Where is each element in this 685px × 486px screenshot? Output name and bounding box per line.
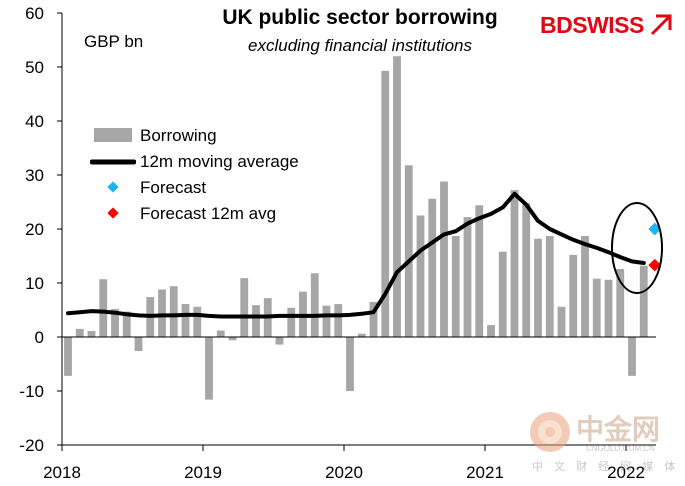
bar-2020-09 (440, 181, 448, 337)
brand-logo: BDSWISS (540, 12, 644, 38)
bar-2021-01 (487, 325, 495, 337)
bar-2021-04 (522, 203, 531, 337)
watermark-en: CNGOLD.COM.CN (586, 444, 655, 453)
bar-2020-05 (393, 56, 401, 337)
x-tick-label: 2018 (43, 463, 81, 482)
bar-2021-08 (569, 254, 578, 337)
bar-2020-07 (416, 215, 425, 337)
legend-label: 12m moving average (140, 152, 299, 171)
bar-2019-10 (310, 273, 319, 337)
line-swatch-icon (90, 159, 136, 165)
y-tick-label: 30 (25, 166, 44, 185)
bar-2018-07 (134, 337, 143, 352)
bar-2019-08 (287, 307, 296, 337)
bar-2020-08 (428, 198, 437, 337)
bar-2020-12 (475, 205, 484, 337)
legend-label: Forecast 12m avg (140, 204, 277, 223)
bar-swatch-icon (94, 128, 132, 142)
bar-2018-04 (99, 279, 108, 337)
bar-2020-04 (381, 70, 390, 337)
bar-2020-03 (369, 301, 378, 337)
bar-2018-10 (169, 286, 178, 337)
unit-label: GBP bn (84, 32, 144, 51)
bar-2019-04 (240, 278, 249, 337)
watermark: 中金网 CNGOLD.COM.CN 中 文 财 经 网 媒 体 (528, 410, 675, 473)
bar-2020-11 (463, 217, 472, 337)
legend-label: Forecast (140, 178, 207, 197)
bar-2021-12 (616, 268, 625, 337)
bar-2019-11 (322, 305, 331, 337)
diamond-blue-icon (107, 181, 119, 193)
bar-2018-12 (193, 306, 202, 337)
y-tick-label: 40 (25, 112, 44, 131)
bar-2021-09 (581, 236, 589, 337)
y-axis: -20 -10 0 10 20 30 40 50 60 (19, 4, 63, 455)
bar-2018-02 (75, 328, 84, 337)
x-tick-label: 2020 (325, 463, 363, 482)
bar-2020-10 (451, 236, 460, 337)
bar-2020-02 (357, 333, 366, 337)
bar-2019-01 (205, 337, 213, 400)
bar-2021-07 (557, 306, 566, 337)
y-tick-label: 10 (25, 274, 44, 293)
bar-2020-06 (404, 165, 413, 337)
bar-2021-06 (545, 236, 554, 337)
watermark-sub: 中 文 财 经 网 媒 体 (532, 461, 680, 473)
y-tick-label: 50 (25, 58, 44, 77)
y-tick-label: 0 (35, 328, 44, 347)
bar-2021-03 (510, 190, 519, 337)
bar-2018-06 (122, 311, 131, 337)
bar-2019-07 (275, 337, 284, 345)
bar-2018-03 (87, 331, 96, 337)
ma-polyline (66, 191, 646, 319)
chart-subtitle: excluding financial institutions (248, 36, 472, 55)
bar-2020-01 (346, 337, 354, 391)
bar-2022-01 (628, 337, 636, 376)
y-tick-label: -20 (19, 436, 44, 455)
moving-average-line (66, 191, 646, 319)
bar-2018-09 (158, 289, 166, 337)
forecast-highlight-ellipse (611, 202, 663, 294)
watermark-logo-icon (530, 412, 570, 452)
borrowing-bars (64, 56, 648, 400)
y-tick-label: 20 (25, 220, 44, 239)
bar-2018-05 (111, 308, 119, 337)
bar-2018-01 (64, 337, 72, 376)
bar-2022-02 (639, 265, 648, 337)
bar-2019-03 (228, 337, 237, 341)
diamond-red-icon (107, 207, 119, 219)
legend-label: Borrowing (140, 126, 217, 145)
bar-2019-02 (216, 330, 225, 337)
bar-2019-05 (252, 305, 260, 337)
x-tick-label: 2019 (184, 463, 222, 482)
bar-2021-11 (604, 279, 613, 337)
x-tick-label: 2021 (466, 463, 504, 482)
bar-2021-10 (592, 278, 601, 337)
chart-title: UK public sector borrowing (222, 6, 498, 29)
y-tick-label: 60 (25, 4, 44, 23)
watermark-cn: 中金网 (576, 414, 661, 445)
bar-2018-11 (181, 304, 190, 337)
bar-2021-05 (534, 238, 542, 337)
bar-2021-02 (498, 251, 507, 337)
bar-2019-12 (334, 304, 343, 337)
y-tick-label: -10 (19, 382, 44, 401)
x-tick-label: 2022 (607, 463, 645, 482)
brand-flag-icon (650, 14, 672, 36)
